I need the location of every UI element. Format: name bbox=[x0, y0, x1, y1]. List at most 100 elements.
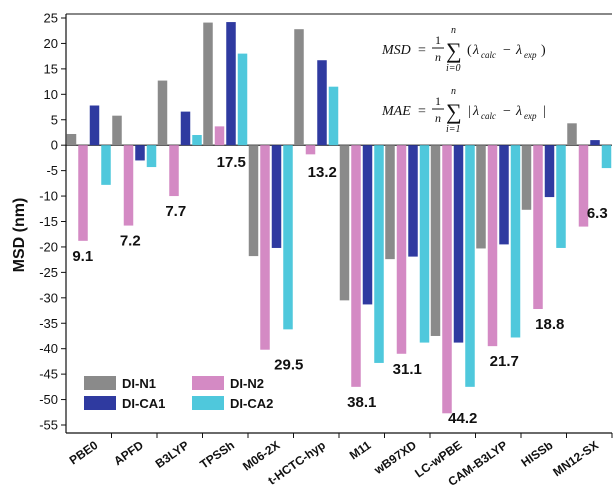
mae-sum: ∑ bbox=[446, 99, 462, 124]
mae-minus: − bbox=[503, 104, 511, 119]
category-label: HISSb bbox=[518, 438, 555, 470]
formula-mae: MAE = 1 n n ∑ i=1 | λ calc − λ exp | bbox=[381, 86, 546, 135]
bar-di-n1-t-hctc-hyp bbox=[294, 29, 304, 146]
mae-annotation: 7.7 bbox=[165, 203, 186, 220]
mae-bar-left: | bbox=[468, 104, 471, 119]
bar-di-ca2-pbe0 bbox=[101, 145, 111, 185]
bar-di-ca1-wb97xd bbox=[408, 145, 418, 257]
legend-swatch-di-n1 bbox=[84, 376, 116, 390]
bar-di-n1-m06-2x bbox=[248, 145, 259, 257]
y-tick-label: -20 bbox=[39, 239, 58, 254]
legend: DI-N1 DI-N2 DI-CA1 DI-CA2 bbox=[84, 376, 273, 411]
msd-sum-lower: i=0 bbox=[446, 63, 461, 74]
legend-swatch-di-ca1 bbox=[84, 396, 116, 410]
y-tick-label: -5 bbox=[46, 163, 58, 178]
mae-sum-lower: i=1 bbox=[446, 124, 461, 135]
mae-equals: = bbox=[418, 104, 426, 119]
bar-di-n1-m11 bbox=[339, 145, 350, 301]
bar-di-n1-b3lyp bbox=[157, 80, 168, 146]
mae-annotation: 9.1 bbox=[72, 248, 93, 265]
msd-lambda-1: λ bbox=[472, 43, 479, 58]
bar-di-n1-lc-wpbe bbox=[430, 145, 441, 336]
y-tick-label: -10 bbox=[39, 189, 58, 204]
category-label: APFD bbox=[111, 438, 146, 468]
bar-di-n2-t-hctc-hyp bbox=[305, 145, 316, 155]
y-tick-label: -30 bbox=[39, 290, 58, 305]
mae-annotation: 7.2 bbox=[120, 233, 141, 250]
y-tick-label: -45 bbox=[39, 367, 58, 382]
bar-di-n2-apfd bbox=[123, 145, 134, 226]
legend-swatch-di-ca2 bbox=[192, 396, 224, 410]
bar-di-n2-hissb bbox=[533, 145, 543, 310]
category-label: TPSSh bbox=[197, 438, 237, 472]
bar-di-n2-wb97xd bbox=[396, 145, 407, 354]
bars bbox=[66, 22, 612, 414]
bar-di-ca2-apfd bbox=[146, 145, 157, 168]
mae-annotation: 13.2 bbox=[308, 164, 337, 181]
bar-di-ca1-cam-b3lyp bbox=[499, 145, 509, 245]
mae-lhs: MAE bbox=[381, 104, 411, 119]
y-tick-label: -55 bbox=[39, 418, 58, 433]
mae-lambda-2: λ bbox=[515, 104, 522, 119]
msd-minus: − bbox=[503, 43, 511, 58]
bar-di-ca2-m11 bbox=[374, 145, 384, 363]
bar-di-ca1-pbe0 bbox=[89, 105, 100, 146]
bar-di-ca1-b3lyp bbox=[180, 111, 191, 146]
mae-sum-upper: n bbox=[451, 86, 456, 97]
bar-di-n2-tpssh bbox=[214, 126, 225, 146]
legend-label-di-n2: DI-N2 bbox=[230, 376, 264, 391]
bar-di-n1-pbe0 bbox=[66, 133, 77, 146]
mae-bar-right: | bbox=[543, 104, 546, 119]
mae-lambda-1: λ bbox=[472, 104, 479, 119]
bar-di-n1-wb97xd bbox=[385, 145, 395, 260]
mae-frac-num: 1 bbox=[435, 94, 441, 108]
y-tick-label: -15 bbox=[39, 214, 58, 229]
category-labels: PBE0 APFD B3LYP TPSSh M06-2Xt-HCTC-hyp M11wB9… bbox=[67, 438, 601, 489]
y-tick-label: 15 bbox=[44, 61, 58, 76]
msd-exp: exp bbox=[524, 50, 537, 60]
bar-di-ca2-hissb bbox=[556, 145, 566, 248]
bar-di-ca1-apfd bbox=[135, 145, 145, 161]
category-label: M11 bbox=[347, 438, 374, 463]
bar-di-ca2-b3lyp bbox=[192, 135, 202, 146]
annotations: 9.1 7.2 7.7 17.5 29.5 13.2 38.1 31.1 44.2 21.7 18.… bbox=[72, 154, 607, 427]
bar-di-n1-hissb bbox=[521, 145, 532, 210]
bar-di-n2-pbe0 bbox=[78, 145, 88, 241]
bar-di-ca1-m11 bbox=[362, 145, 373, 305]
bar-di-ca1-t-hctc-hyp bbox=[317, 60, 327, 146]
mae-annotation: 6.3 bbox=[587, 205, 608, 222]
bar-di-n2-m11 bbox=[351, 145, 361, 387]
mae-frac-den: n bbox=[435, 111, 441, 125]
y-tick-label: -50 bbox=[39, 392, 58, 407]
msd-sum-upper: n bbox=[451, 25, 456, 36]
legend-label-di-ca2: DI-CA2 bbox=[230, 396, 273, 411]
bar-di-ca2-wb97xd bbox=[419, 145, 430, 343]
msd-lambda-2: λ bbox=[515, 43, 522, 58]
y-tick-label: -35 bbox=[39, 316, 58, 331]
bar-di-n2-mn12-sx bbox=[578, 145, 589, 227]
bar-di-ca1-mn12-sx bbox=[590, 140, 600, 146]
bar-di-n2-cam-b3lyp bbox=[487, 145, 498, 347]
mae-annotation: 29.5 bbox=[274, 357, 303, 374]
category-label: wB97XD bbox=[371, 438, 419, 478]
y-axis-label: MSD (nm) bbox=[11, 198, 28, 273]
msd-rparen: ) bbox=[541, 43, 546, 58]
msd-calc: calc bbox=[481, 50, 496, 60]
mae-annotation: 17.5 bbox=[217, 154, 246, 171]
mae-annotation: 21.7 bbox=[490, 353, 519, 370]
mae-annotation: 31.1 bbox=[393, 361, 422, 378]
y-tick-label: 0 bbox=[51, 138, 58, 153]
legend-label-di-ca1: DI-CA1 bbox=[122, 396, 165, 411]
msd-equals: = bbox=[418, 43, 426, 58]
mae-annotation: 18.8 bbox=[535, 316, 564, 333]
mae-exp: exp bbox=[524, 111, 537, 121]
y-tick-label: 25 bbox=[44, 11, 58, 26]
y-tick-label: 10 bbox=[44, 87, 58, 102]
bar-di-n1-apfd bbox=[112, 115, 122, 146]
category-label: PBE0 bbox=[67, 438, 101, 468]
bar-di-n1-tpssh bbox=[203, 22, 213, 146]
y-tick-label: 5 bbox=[51, 112, 58, 127]
bar-di-ca1-tpssh bbox=[226, 22, 236, 146]
bar-di-n2-m06-2x bbox=[260, 145, 270, 350]
axes: 25 20 15 10 5 0 -5 -10 -15 -20 -25 -30 -35 -40 -45 -50 -… bbox=[39, 11, 613, 438]
